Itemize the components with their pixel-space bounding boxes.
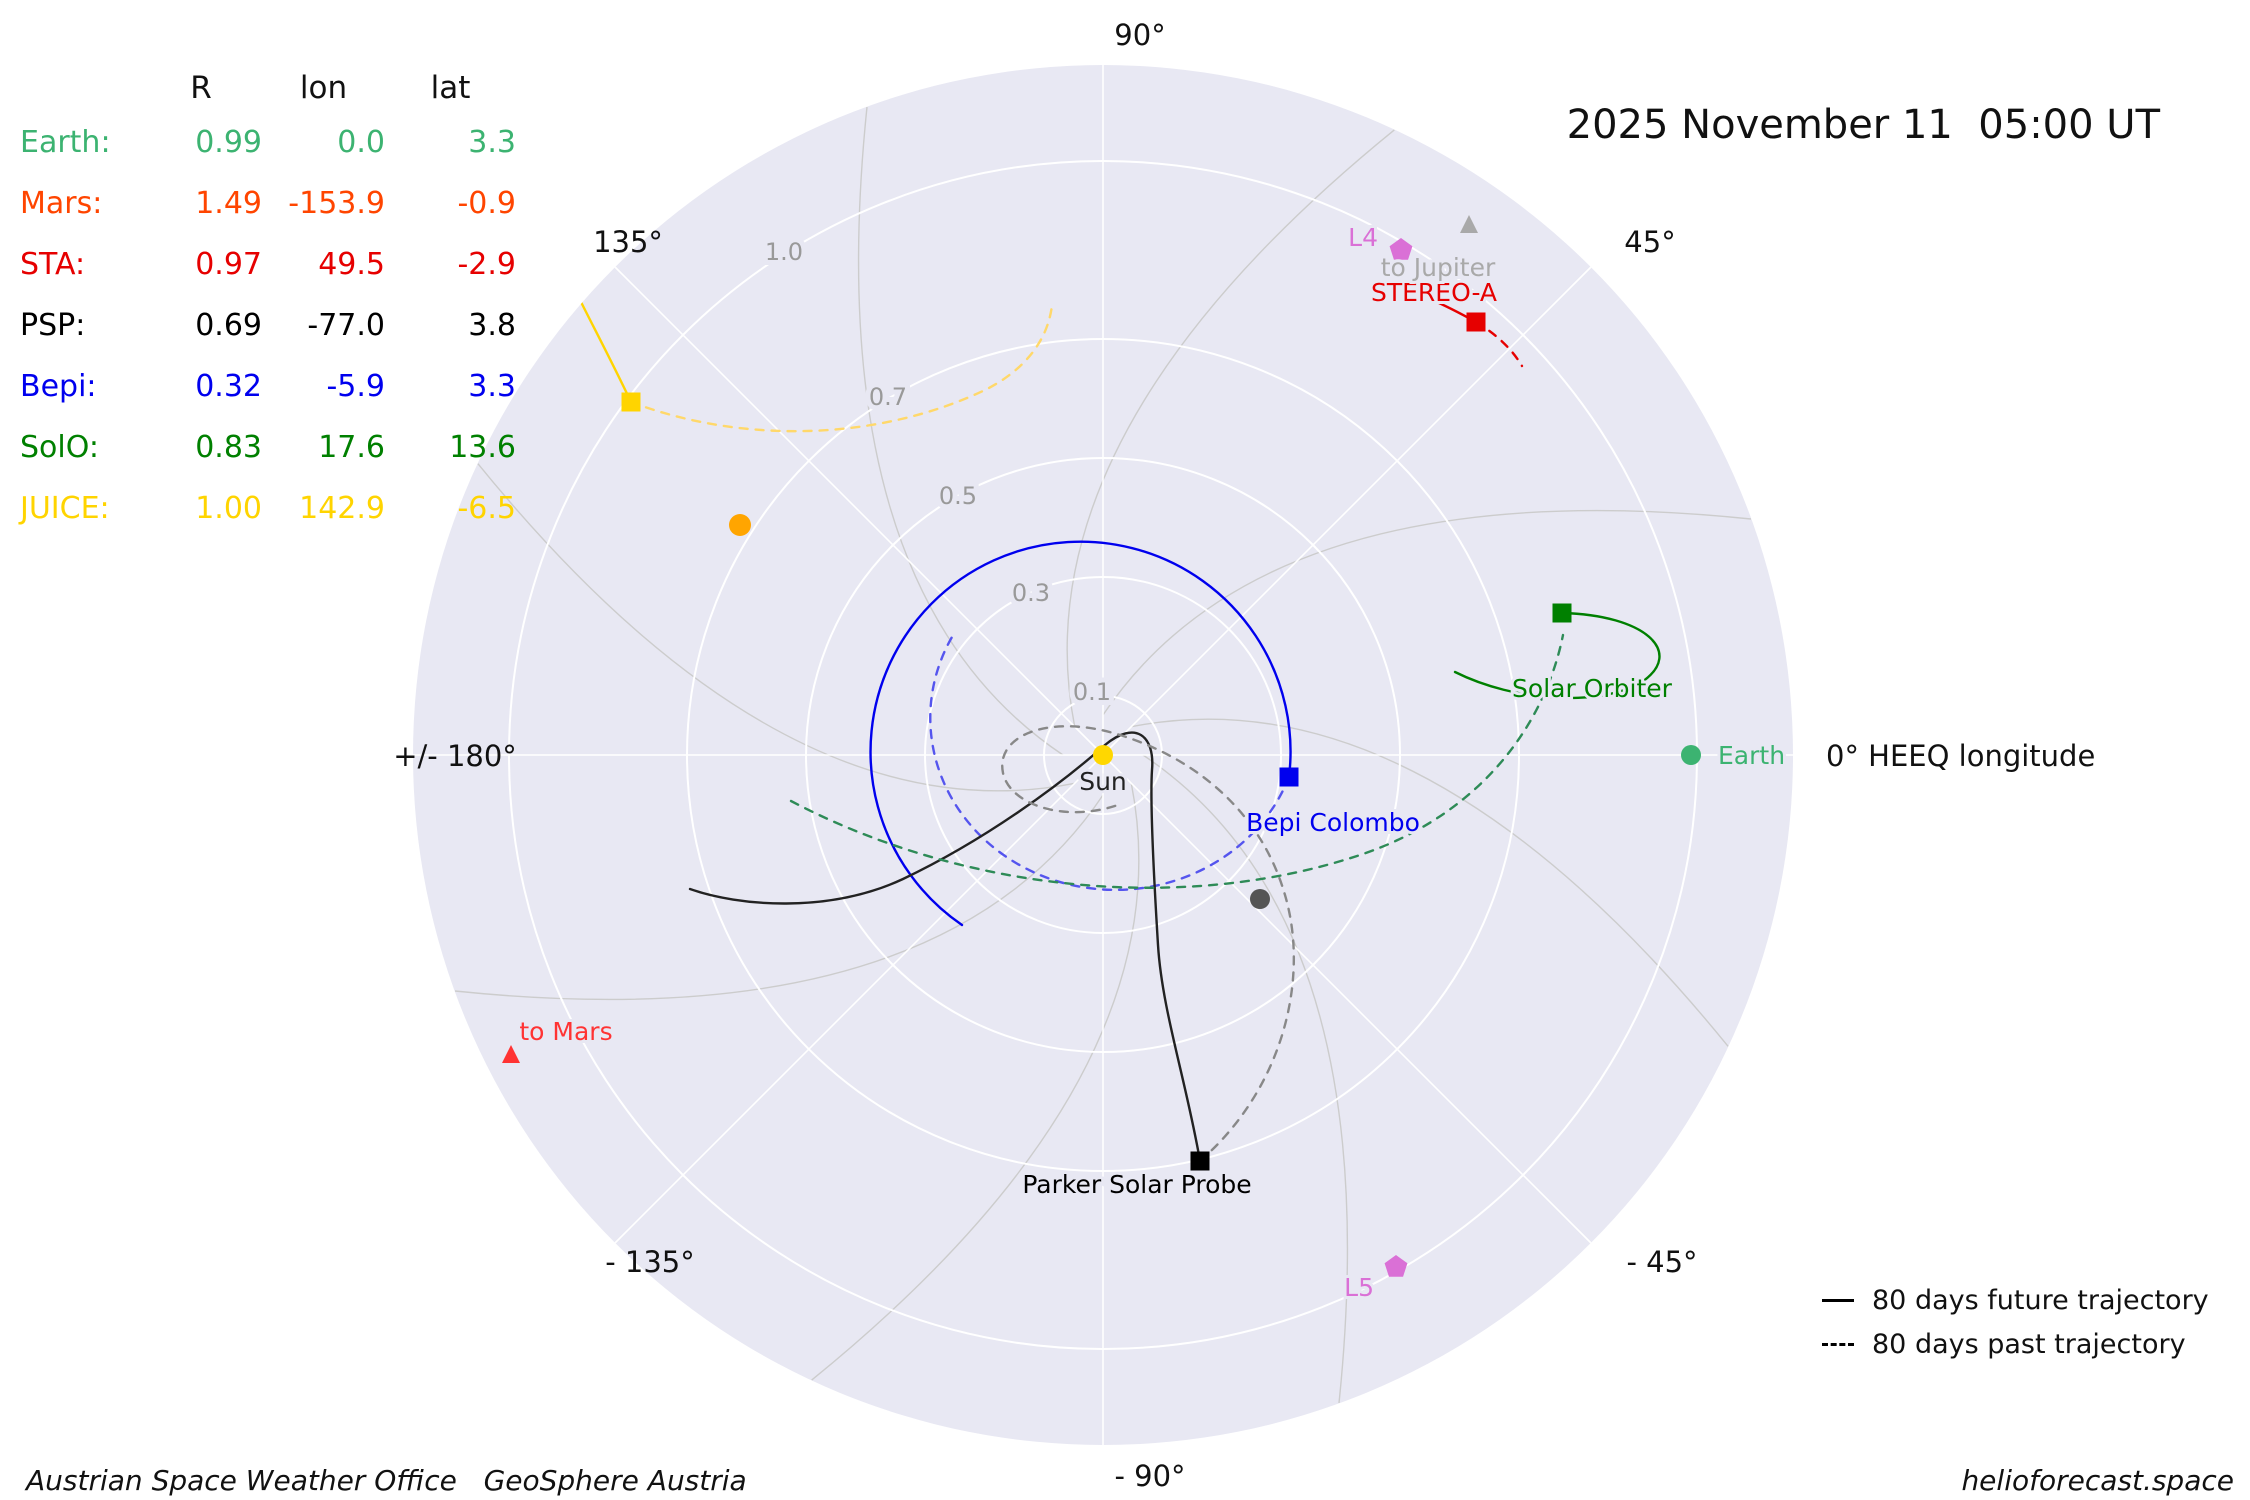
bepi-colombo-label: Bepi Colombo xyxy=(1246,808,1420,837)
dashed-line-sample xyxy=(1822,1342,1854,1346)
stereo-a-marker xyxy=(1466,312,1486,332)
header-lon: lon xyxy=(299,70,348,106)
bepi-future-trajectory xyxy=(869,540,1292,927)
earth-marker xyxy=(1681,745,1701,765)
psp-past-trajectory xyxy=(1001,725,1296,1163)
l5-label: L5 xyxy=(1344,1273,1374,1302)
r-label-0-3: 0.3 xyxy=(1012,579,1050,607)
l4-label: L4 xyxy=(1348,223,1378,252)
psp-marker xyxy=(1190,1151,1210,1171)
datetime-title: 2025 November 11 05:00 UT xyxy=(1566,102,2160,148)
credit-right: helioforecast.space xyxy=(1961,1464,2234,1497)
legend-future-row: 80 days future trajectory xyxy=(1822,1278,2209,1322)
solo-future-trajectory xyxy=(1453,611,1661,700)
table-row-solo: SolO: 0.83 17.6 13.6 xyxy=(20,430,516,465)
header-lat: lat xyxy=(430,70,471,106)
table-row-earth: Earth: 0.99 0.0 3.3 xyxy=(20,125,516,160)
stereo-a-label: STEREO-A xyxy=(1371,278,1497,307)
parker-spiral-field-lines xyxy=(454,106,1752,1404)
header-r: R xyxy=(190,70,212,106)
polar-grid-radial-lines xyxy=(413,65,1793,1445)
body-markers xyxy=(502,215,1701,1277)
table-row-mars: Mars: 1.49 -153.9 -0.9 xyxy=(20,186,516,221)
trajectory-legend: 80 days future trajectory 80 days past t… xyxy=(1822,1278,2209,1366)
legend-past-label: 80 days past trajectory xyxy=(1872,1328,2186,1360)
table-row-juice: JUICE: 1.00 142.9 -6.5 xyxy=(20,491,516,526)
table-row-sta: STA: 0.97 49.5 -2.9 xyxy=(20,247,516,282)
marker-labels: Sun Earth STEREO-A L4 to Jupiter Solar O… xyxy=(516,220,1788,1305)
mars-direction-marker xyxy=(502,1045,520,1063)
sun-label: Sun xyxy=(1079,767,1127,796)
solo-past-trajectory xyxy=(789,633,1565,889)
r-label-1-0: 1.0 xyxy=(765,238,803,266)
angle-label-minus90: - 90° xyxy=(1114,1459,1185,1493)
angle-label-90: 90° xyxy=(1114,18,1165,52)
credit-left: Austrian Space Weather Office GeoSphere … xyxy=(26,1464,747,1497)
solid-line-sample xyxy=(1822,1298,1854,1302)
jupiter-direction-marker xyxy=(1460,215,1478,233)
angle-label-45: 45° xyxy=(1624,225,1675,259)
venus-marker xyxy=(729,514,751,536)
legend-past-row: 80 days past trajectory xyxy=(1822,1322,2209,1366)
to-mars-label: to Mars xyxy=(519,1017,612,1046)
sun-marker xyxy=(1093,745,1113,765)
solar-orbiter-marker xyxy=(1552,603,1572,623)
angle-label-135: 135° xyxy=(593,225,663,259)
juice-marker xyxy=(621,392,641,412)
l5-marker xyxy=(1384,1255,1408,1277)
table-row-psp: PSP: 0.69 -77.0 3.8 xyxy=(20,308,516,343)
angle-label-minus135: - 135° xyxy=(605,1245,695,1279)
l4-marker xyxy=(1389,238,1413,260)
psp-future-trajectory xyxy=(688,731,1202,1163)
mercury-marker xyxy=(1250,889,1270,909)
position-table: R lon lat Earth: 0.99 0.0 3.3 Mars: 1.49… xyxy=(20,64,516,539)
r-label-0-7: 0.7 xyxy=(869,383,907,411)
bepi-past-trajectory xyxy=(929,635,1291,892)
table-row-bepi: Bepi: 0.32 -5.9 3.3 xyxy=(20,369,516,404)
juice-past-trajectory xyxy=(629,303,1054,433)
to-jupiter-label: to Jupiter xyxy=(1381,253,1496,282)
r-label-0-1: 0.1 xyxy=(1073,678,1111,706)
psp-label: Parker Solar Probe xyxy=(1022,1170,1251,1199)
angle-label-minus45: - 45° xyxy=(1626,1245,1697,1279)
earth-label: Earth xyxy=(1718,741,1785,770)
trajectories xyxy=(530,236,1661,1163)
bepi-colombo-marker xyxy=(1279,767,1299,787)
r-axis-labels: 0.1 0.3 0.5 0.7 1.0 xyxy=(760,233,1116,711)
r-label-0-5: 0.5 xyxy=(939,482,977,510)
angle-label-0-heeq: 0° HEEQ longitude xyxy=(1826,739,2095,773)
solar-orbiter-label: Solar Orbiter xyxy=(1512,674,1673,703)
angle-label-180: +/- 180° xyxy=(393,739,517,773)
legend-future-label: 80 days future trajectory xyxy=(1872,1284,2209,1316)
angle-axis-labels: 90° 135° 45° +/- 180° 0° HEEQ longitude … xyxy=(393,18,2095,1493)
position-table-header: R lon lat xyxy=(20,64,516,112)
